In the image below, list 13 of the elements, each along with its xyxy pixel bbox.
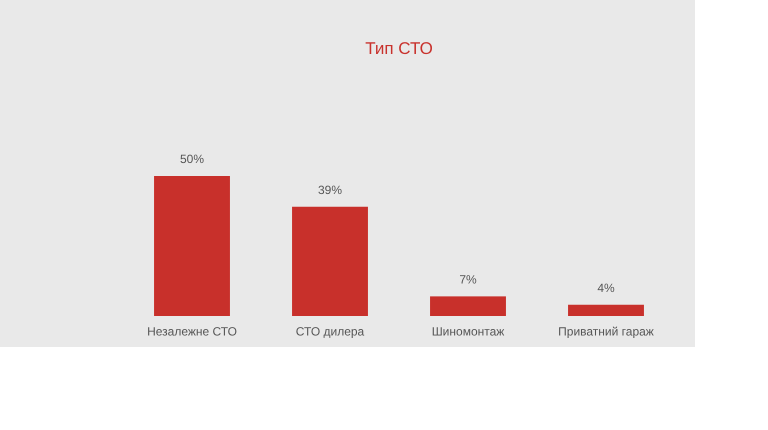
data-label: 50% [180,152,204,166]
data-label: 4% [597,280,615,295]
bar [154,176,230,316]
x-tick-label: СТО дилера [296,324,365,338]
bar [568,304,644,316]
x-tick-label: Приватний гараж [558,324,654,338]
x-tick-label: Шиномонтаж [432,324,504,338]
bar [292,206,368,316]
data-label: 39% [318,182,342,197]
bar [430,296,506,316]
x-tick-label: Незалежне СТО [147,324,237,338]
chart-title: Тип СТО [365,39,433,58]
data-label: 7% [459,272,477,286]
